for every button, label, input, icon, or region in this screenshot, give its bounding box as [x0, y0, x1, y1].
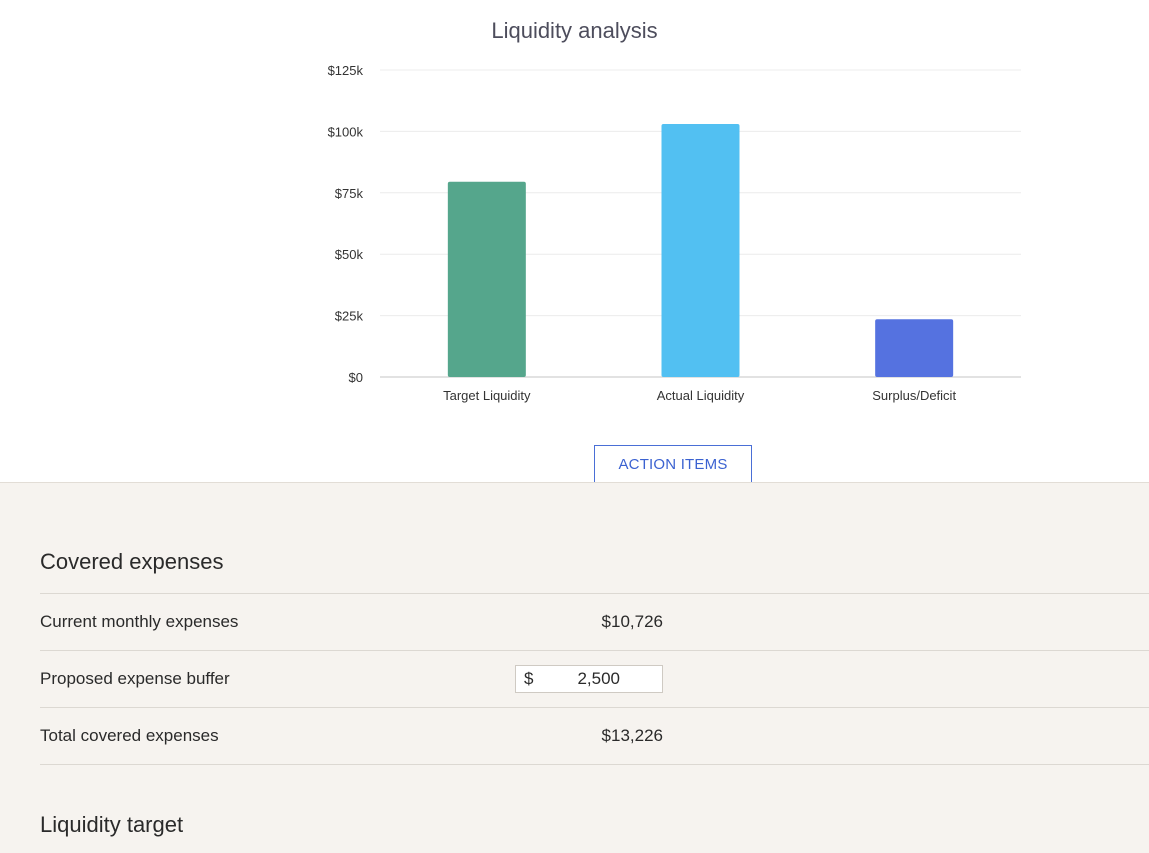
proposed-expense-buffer-row: Proposed expense buffer $ 2,500: [40, 651, 1149, 708]
x-tick-label: Actual Liquidity: [657, 388, 745, 403]
expense-buffer-amount[interactable]: 2,500: [577, 669, 620, 688]
bar-target-liquidity[interactable]: [447, 181, 526, 377]
currency-symbol: $: [524, 669, 534, 688]
current-monthly-expenses-value: $10,726: [601, 612, 663, 631]
liquidity-target-heading: Liquidity target: [40, 812, 184, 837]
total-covered-expenses-value: $13,226: [601, 726, 663, 745]
action-items-button[interactable]: ACTION ITEMS: [594, 445, 752, 483]
y-tick-label: $50k: [335, 247, 364, 262]
x-tick-label: Surplus/Deficit: [872, 388, 956, 403]
y-tick-label: $0: [349, 370, 363, 385]
x-tick-label: Target Liquidity: [443, 388, 531, 403]
row-divider: [40, 593, 1149, 594]
total-covered-expenses-row: Total covered expenses $13,226: [40, 708, 1149, 765]
total-covered-expenses-label: Total covered expenses: [40, 726, 219, 745]
current-monthly-expenses-row: Current monthly expenses $10,726: [40, 594, 1149, 651]
y-tick-label: $125k: [328, 63, 364, 78]
chart-title: Liquidity analysis: [491, 18, 658, 43]
bar-actual-liquidity[interactable]: [661, 124, 740, 377]
liquidity-chart: $0 $25k $50k $75k $100k $125k Target Liquidity…: [328, 63, 1021, 403]
details-panel: Covered expenses Current monthly expense…: [0, 482, 1149, 853]
current-monthly-expenses-label: Current monthly expenses: [40, 612, 239, 631]
y-tick-label: $100k: [328, 124, 364, 139]
proposed-expense-buffer-label: Proposed expense buffer: [40, 669, 230, 688]
bar-surplus-deficit[interactable]: [875, 319, 954, 377]
chart-section: Liquidity analysis $0 $25k $50k $75k $100k $1…: [327, 18, 1021, 483]
covered-expenses-heading: Covered expenses: [40, 549, 224, 574]
y-tick-label: $75k: [335, 186, 364, 201]
y-tick-label: $25k: [335, 309, 364, 324]
expense-buffer-input[interactable]: $ 2,500: [515, 665, 663, 693]
